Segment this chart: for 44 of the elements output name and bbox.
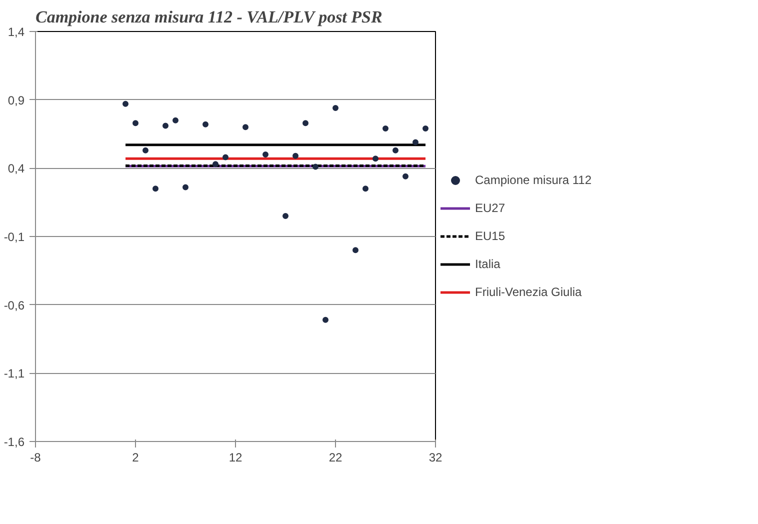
legend-label: EU27	[475, 201, 506, 215]
point	[182, 184, 188, 190]
point	[352, 247, 358, 254]
legend-label: Campione misura 112	[475, 173, 592, 187]
x-tick-label: 32	[428, 450, 442, 464]
x-tick-label: -8	[30, 450, 42, 464]
point	[382, 126, 388, 132]
point	[212, 161, 218, 168]
point	[122, 100, 128, 107]
legend-label: Italia	[475, 257, 500, 271]
point	[282, 213, 288, 219]
point	[402, 173, 408, 180]
point	[372, 156, 378, 162]
point	[142, 147, 148, 154]
point	[422, 126, 428, 132]
point	[292, 152, 298, 159]
point	[172, 117, 178, 124]
x-tick-label: 22	[328, 450, 342, 464]
point	[242, 124, 248, 130]
y-tick-label: 1,4	[8, 25, 25, 39]
point	[202, 121, 208, 128]
point	[412, 139, 418, 146]
point	[392, 147, 398, 154]
point	[312, 164, 318, 170]
y-tick-label: -1,1	[4, 366, 25, 381]
y-tick-label: 0,4	[8, 162, 25, 176]
point	[132, 120, 138, 126]
point	[162, 122, 168, 129]
y-tick-label: -1,6	[4, 435, 25, 449]
x-tick-label: 12	[228, 450, 242, 464]
x-tick-label: 2	[132, 450, 140, 464]
point	[262, 152, 268, 158]
y-tick-label: -0,1	[4, 230, 25, 244]
y-tick-label: 0,9	[8, 93, 25, 108]
point	[332, 105, 338, 112]
y-tick-label: -0,6	[4, 298, 25, 312]
point	[362, 186, 368, 192]
chart-title: Campione senza misura 112 - VAL/PLV post PSR	[36, 8, 382, 26]
legend-label: EU15	[475, 229, 506, 243]
point	[322, 316, 328, 323]
point	[222, 154, 228, 160]
point	[302, 120, 308, 126]
legend-label: Friuli-Venezia Giulia	[475, 285, 582, 299]
point	[152, 186, 158, 192]
